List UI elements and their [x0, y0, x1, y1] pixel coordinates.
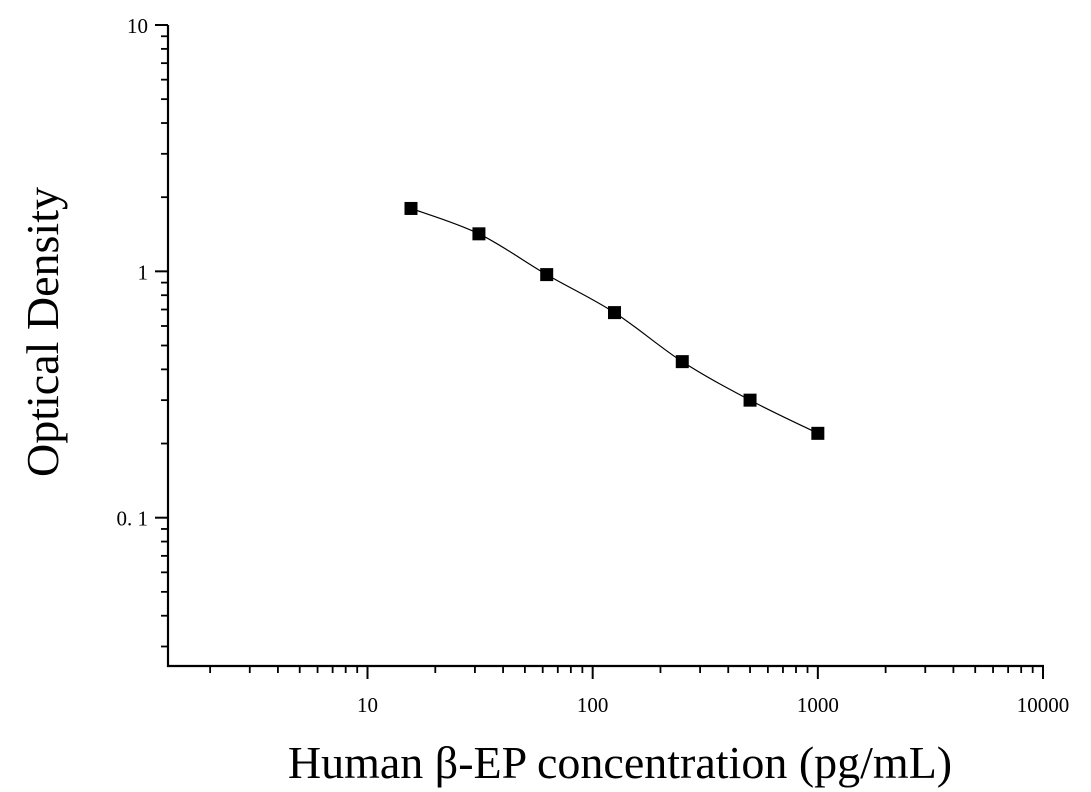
markers-layer — [404, 201, 825, 440]
y-axis-title: Optical Density — [17, 187, 68, 477]
data-point-marker — [540, 268, 554, 282]
data-point-marker — [811, 426, 825, 440]
x-tick-label: 10000 — [1017, 693, 1070, 717]
y-tick-label: 10 — [127, 14, 148, 38]
y-tick-label: 1 — [138, 260, 149, 284]
fit-curve-layer — [410, 207, 819, 434]
fit-curve — [410, 207, 819, 434]
x-tick-label: 1000 — [797, 693, 839, 717]
x-axis-title: Human β-EP concentration (pg/mL) — [288, 737, 952, 788]
y-axis-tick-labels: 0. 1 1 10 — [117, 14, 149, 531]
data-point-marker — [607, 306, 621, 320]
x-tick-label: 100 — [577, 693, 609, 717]
data-point-marker — [472, 227, 486, 241]
data-point-marker — [404, 201, 418, 215]
plot-area — [404, 201, 825, 440]
x-tick-label: 10 — [357, 693, 378, 717]
y-tick-label: 0. 1 — [117, 507, 149, 531]
y-axis-ticks — [155, 24, 168, 648]
data-point-marker — [743, 393, 757, 407]
x-axis-ticks — [209, 666, 1044, 679]
x-axis-tick-labels: 10 100 1000 10000 — [357, 693, 1069, 717]
data-point-marker — [675, 355, 689, 369]
